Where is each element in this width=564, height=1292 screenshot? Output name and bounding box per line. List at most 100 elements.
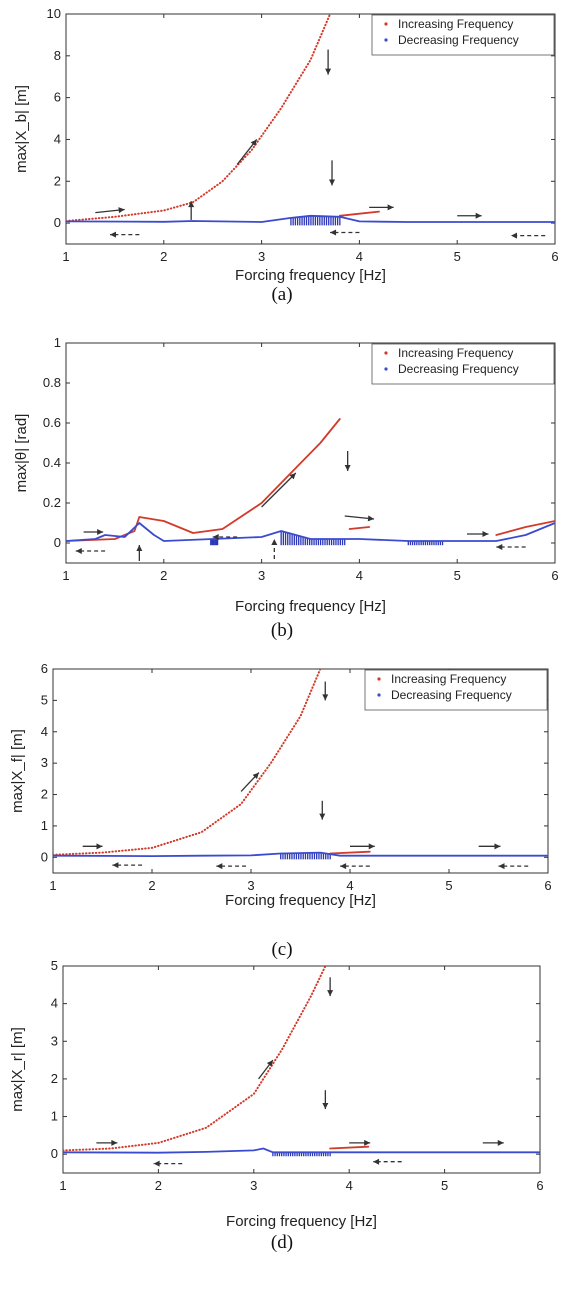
direction-arrow-head xyxy=(497,1139,504,1146)
direction-arrow-head xyxy=(322,1103,329,1110)
direction-arrow-head xyxy=(153,1160,160,1167)
panel-caption: (d) xyxy=(271,1232,293,1253)
x-tick-label: 1 xyxy=(62,568,69,583)
x-tick-label: 4 xyxy=(346,1178,353,1193)
direction-arrow-head xyxy=(364,1139,371,1146)
y-tick-label: 0.4 xyxy=(43,455,61,470)
direction-arrow-head xyxy=(475,212,482,219)
x-tick-label: 3 xyxy=(250,1178,257,1193)
legend-marker xyxy=(384,367,388,371)
panel-caption: (b) xyxy=(271,620,293,641)
direction-arrow-head xyxy=(118,207,125,214)
direction-arrow-head xyxy=(111,1139,118,1146)
legend-entry: Decreasing Frequency xyxy=(398,362,519,376)
x-tick-label: 2 xyxy=(160,568,167,583)
y-tick-label: 1 xyxy=(51,1109,58,1124)
x-tick-label: 5 xyxy=(454,249,461,264)
chart-panel: 1 2 3 4 5 6 0 1 2 3 4 5 Forcing frequency [Hz] max|X_… xyxy=(9,958,544,1253)
y-tick-label: 1 xyxy=(41,818,48,833)
legend-entry: Increasing Frequency xyxy=(398,346,513,360)
y-tick-label: 2 xyxy=(41,787,48,802)
y-tick-label: 8 xyxy=(54,48,61,63)
y-tick-label: 4 xyxy=(54,131,61,146)
direction-arrow-head xyxy=(252,772,259,779)
series-line xyxy=(66,214,555,223)
direction-arrow-head xyxy=(340,863,347,870)
y-tick-label: 10 xyxy=(47,6,61,21)
plot-data xyxy=(66,14,555,226)
y-tick-label: 5 xyxy=(41,692,48,707)
direction-arrow-head xyxy=(327,990,334,997)
y-tick-label: 4 xyxy=(41,724,48,739)
y-tick-label: 5 xyxy=(51,958,58,973)
direction-arrow-head xyxy=(266,1060,273,1067)
legend-box xyxy=(364,669,548,711)
y-tick-label: 3 xyxy=(51,1033,58,1048)
y-tick-label: 4 xyxy=(51,996,58,1011)
plot-frame xyxy=(65,13,556,245)
y-tick-label: 0 xyxy=(54,535,61,550)
direction-arrow-head xyxy=(188,201,195,208)
x-tick-label: 3 xyxy=(247,878,254,893)
direction-arrow-head xyxy=(96,843,103,850)
legend-box xyxy=(371,14,555,56)
direction-arrow-head xyxy=(212,534,219,540)
legend-marker xyxy=(377,693,381,697)
plot-data xyxy=(63,966,540,1157)
series-line xyxy=(338,210,380,217)
x-tick-label: 6 xyxy=(544,878,551,893)
series-line xyxy=(66,522,555,542)
x-tick-label: 5 xyxy=(445,878,452,893)
series-line xyxy=(329,850,371,855)
direction-arrow-head xyxy=(289,473,296,480)
plot-frame xyxy=(52,668,549,874)
y-tick-label: 2 xyxy=(51,1071,58,1086)
series-line xyxy=(495,520,555,536)
y-axis-label: max|X_b| [m] xyxy=(13,85,30,173)
series-line xyxy=(348,526,371,530)
x-tick-label: 5 xyxy=(441,1178,448,1193)
y-tick-label: 6 xyxy=(41,661,48,676)
x-tick-label: 5 xyxy=(454,568,461,583)
y-tick-label: 6 xyxy=(54,90,61,105)
series-line xyxy=(63,1147,540,1154)
direction-arrow-head xyxy=(498,863,505,870)
series-line xyxy=(53,669,322,856)
direction-arrow-shaft xyxy=(261,472,297,508)
chart-panel: 1 2 3 4 5 6 0 0.2 0.4 0.6 0.8 1 Forcing frequency [H… xyxy=(13,335,559,641)
legend-box xyxy=(371,343,555,385)
x-tick-label: 2 xyxy=(155,1178,162,1193)
x-axis-label: Forcing frequency [Hz] xyxy=(235,267,386,284)
y-axis-label: max|X_r| [m] xyxy=(9,1027,26,1111)
x-tick-label: 3 xyxy=(258,249,265,264)
direction-arrow-head xyxy=(482,531,489,537)
legend-marker xyxy=(384,22,388,26)
direction-arrow-head xyxy=(329,179,336,186)
legend-entry: Increasing Frequency xyxy=(391,672,506,686)
direction-arrow-head xyxy=(344,465,351,471)
direction-arrow-head xyxy=(367,515,375,522)
y-tick-label: 3 xyxy=(41,755,48,770)
direction-arrow-head xyxy=(325,68,332,75)
direction-arrow-head xyxy=(494,843,501,850)
y-tick-label: 0 xyxy=(51,1146,58,1161)
panel-caption: (c) xyxy=(271,939,292,960)
direction-arrow-head xyxy=(97,529,104,535)
series-line xyxy=(329,1145,370,1150)
direction-arrow-head xyxy=(368,843,375,850)
x-tick-label: 3 xyxy=(258,568,265,583)
direction-arrow-head xyxy=(496,544,503,550)
y-tick-label: 0 xyxy=(41,849,48,864)
plot-frame xyxy=(62,965,541,1174)
y-axis-label: max|X_f| [m] xyxy=(9,729,26,813)
y-tick-label: 0.2 xyxy=(43,495,61,510)
y-tick-label: 2 xyxy=(54,173,61,188)
chart-panel: 1 2 3 4 5 6 0 2 4 6 8 10 Forcing frequency [Hz] max|X… xyxy=(13,6,559,305)
series-line xyxy=(66,14,332,222)
y-axis-label: max|θ| [rad] xyxy=(13,414,30,493)
series-line xyxy=(53,851,548,857)
x-tick-label: 1 xyxy=(59,1178,66,1193)
direction-arrow-head xyxy=(75,548,82,554)
x-tick-label: 4 xyxy=(346,878,353,893)
legend-entry: Increasing Frequency xyxy=(398,17,513,31)
